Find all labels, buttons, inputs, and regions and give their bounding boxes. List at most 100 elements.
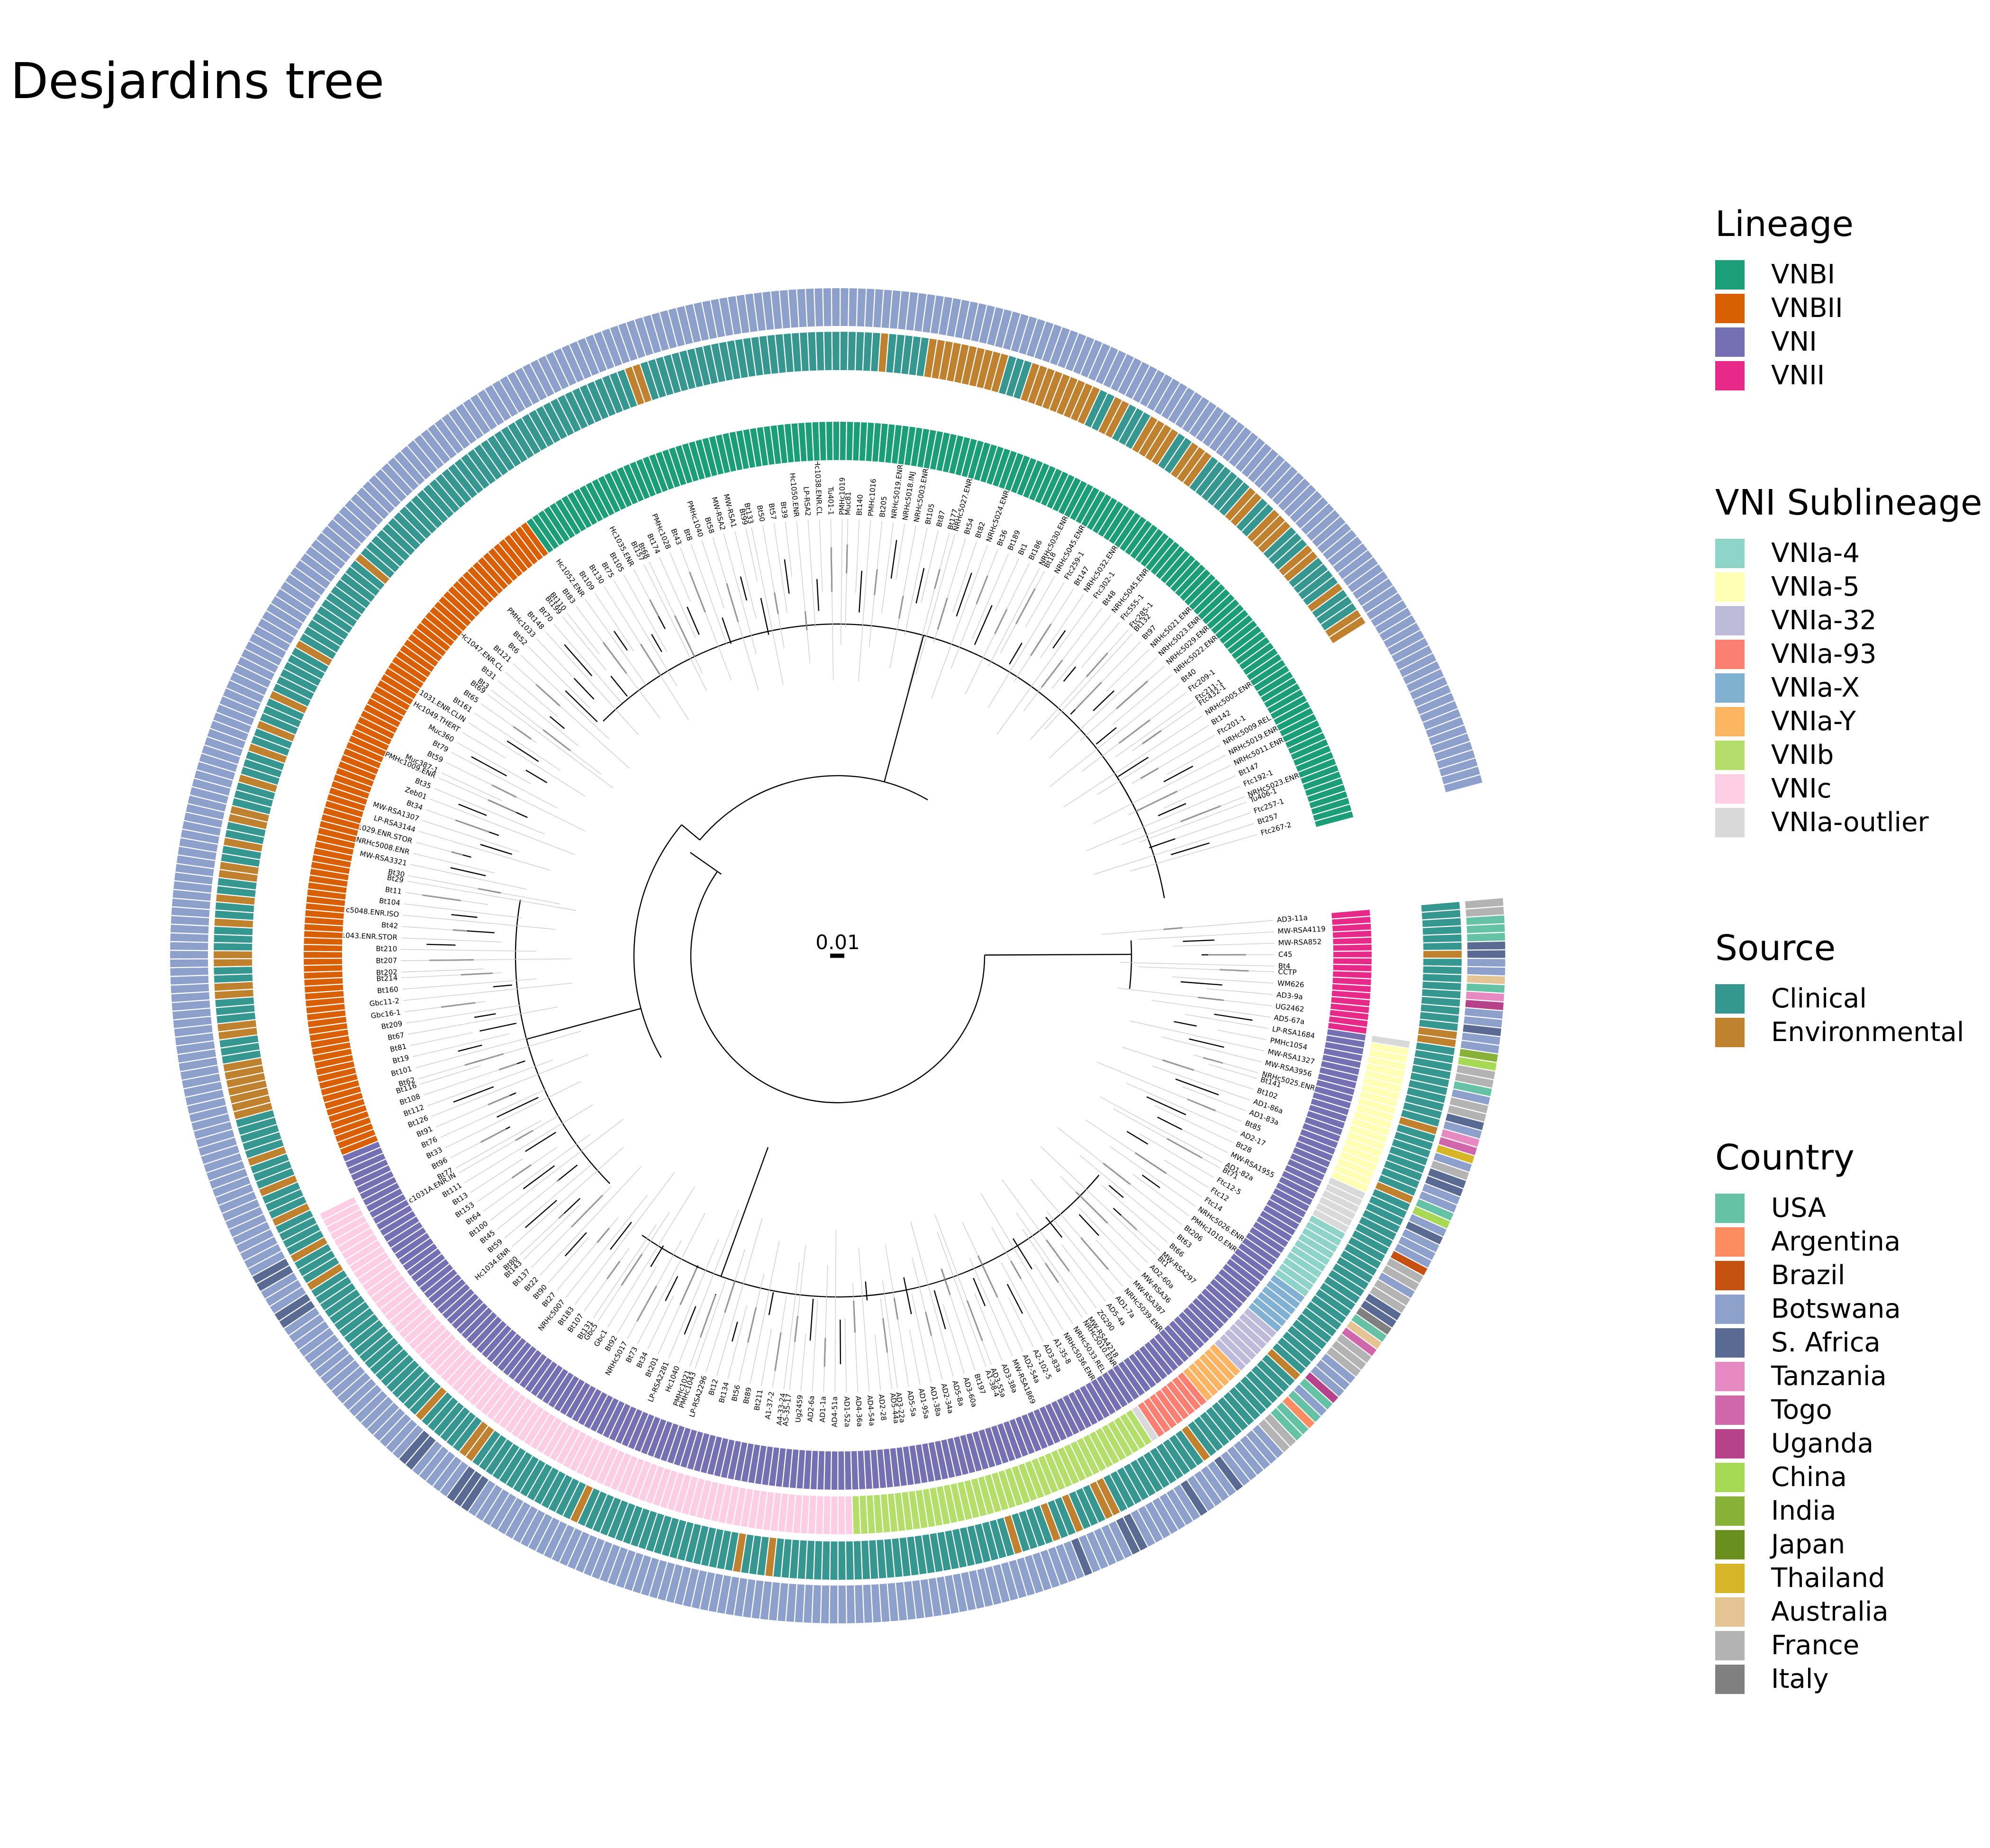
ring-cell bbox=[169, 941, 209, 951]
ring-cell bbox=[1332, 943, 1373, 952]
tip-guide-line bbox=[972, 553, 1009, 640]
tip-guide-line bbox=[845, 519, 849, 628]
tip-label: Bt4 bbox=[1278, 962, 1290, 971]
tip-label: MW-RSA852 bbox=[1278, 937, 1321, 947]
tip-guide-line bbox=[1080, 1155, 1175, 1234]
legend-label: VNIa-5 bbox=[1771, 571, 1860, 602]
ring-cell bbox=[1442, 773, 1484, 794]
tip-guide-line bbox=[745, 528, 758, 582]
ring-cell bbox=[839, 287, 850, 327]
tip-guide-line bbox=[783, 1262, 800, 1390]
ring-cell bbox=[829, 1540, 839, 1581]
legend-swatch bbox=[1715, 740, 1745, 770]
vnbii-arc bbox=[515, 899, 611, 1184]
leaf-branch bbox=[451, 914, 478, 918]
ring-cell bbox=[837, 1584, 848, 1625]
legend-swatch bbox=[1715, 1462, 1745, 1492]
tip-guide-line bbox=[881, 522, 894, 613]
legend-swatch bbox=[1715, 707, 1745, 736]
tip-label: Bt67 bbox=[387, 1031, 405, 1042]
ring-cell bbox=[1466, 958, 1507, 968]
legend-lineage: Lineage VNBI VNBII VNI VNII bbox=[1715, 204, 1854, 392]
legend-item: VNIa-Y bbox=[1715, 705, 1982, 738]
legend-swatch bbox=[1715, 361, 1745, 390]
tip-guide-line bbox=[458, 1115, 559, 1174]
legend-label: China bbox=[1771, 1462, 1847, 1493]
tip-guide-line bbox=[669, 552, 691, 602]
tip-guide-line bbox=[498, 680, 579, 747]
tip-guide-line bbox=[464, 1104, 593, 1183]
tip-guide-line bbox=[658, 1268, 697, 1354]
tip-guide-line bbox=[738, 1273, 765, 1382]
tip-label: AD4-51a bbox=[830, 1396, 839, 1427]
legend-label: VNI bbox=[1771, 326, 1817, 357]
legend-item: VNIa-outlier bbox=[1715, 806, 1982, 839]
leaf-branch bbox=[740, 576, 748, 601]
tip-label: Bt29 bbox=[386, 873, 404, 885]
tip-guide-line bbox=[1049, 657, 1158, 759]
tip-guide-line bbox=[1085, 1119, 1203, 1197]
tip-guide-line bbox=[1023, 607, 1103, 711]
tip-label: C45 bbox=[1278, 950, 1293, 959]
vnbii-stem bbox=[526, 1008, 642, 1040]
ring-cell bbox=[169, 950, 209, 960]
leaf-branch bbox=[1141, 1174, 1160, 1188]
legend-title: VNI Sublineage bbox=[1715, 482, 1982, 523]
tip-label: Bt140 bbox=[855, 494, 864, 516]
leaf-branch bbox=[610, 1222, 632, 1250]
tip-guide-line bbox=[950, 549, 998, 669]
tip-guide-line bbox=[1120, 962, 1275, 967]
legend-item: India bbox=[1715, 1494, 1901, 1528]
tip-guide-line bbox=[668, 1239, 719, 1359]
legend-swatch bbox=[1715, 1563, 1745, 1593]
tip-guide-line bbox=[613, 580, 678, 687]
leaf-branch bbox=[974, 605, 993, 645]
legend-swatch bbox=[1715, 1631, 1745, 1660]
tip-guide-line bbox=[594, 592, 634, 652]
scale-bar-label: 0.01 bbox=[815, 931, 860, 954]
tip-guide-line bbox=[1030, 629, 1129, 740]
leaf-branch bbox=[1171, 842, 1210, 855]
tip-guide-line bbox=[490, 689, 602, 775]
leaf-branch bbox=[480, 843, 512, 855]
tip-guide-line bbox=[962, 1222, 1023, 1352]
legend-label: Argentina bbox=[1771, 1226, 1901, 1257]
tip-guide-line bbox=[690, 544, 727, 645]
ring-cell bbox=[854, 1584, 865, 1624]
leaf-branch bbox=[426, 943, 456, 946]
tip-guide-line bbox=[880, 1298, 893, 1389]
vnb-arc bbox=[633, 824, 682, 1058]
tip-guide-line bbox=[647, 1295, 674, 1350]
tip-guide-line bbox=[406, 1005, 522, 1024]
tip-guide-line bbox=[882, 1280, 898, 1389]
legend-item: VNII bbox=[1715, 359, 1854, 392]
leaf-branch bbox=[840, 1319, 841, 1365]
tip-label: Bt81 bbox=[389, 1042, 407, 1054]
tip-guide-line bbox=[427, 1060, 553, 1106]
tip-guide-line bbox=[1167, 744, 1221, 775]
tip-guide-line bbox=[1057, 1127, 1182, 1225]
tip-guide-line bbox=[1094, 823, 1255, 875]
leaf-branch bbox=[493, 984, 512, 987]
tip-guide-line bbox=[1075, 641, 1141, 710]
tip-guide-line bbox=[889, 525, 916, 669]
legend-items: VNBI VNBII VNI VNII bbox=[1715, 258, 1854, 392]
tip-guide-line bbox=[904, 528, 928, 635]
tip-guide-line bbox=[1151, 1000, 1270, 1018]
tip-guide-line bbox=[885, 1244, 909, 1387]
tip-label: A1-37-2 bbox=[763, 1391, 776, 1420]
tip-guide-line bbox=[1013, 588, 1075, 682]
tip-guide-line bbox=[1139, 1133, 1214, 1178]
legend-item: VNIa-32 bbox=[1715, 604, 1982, 637]
tip-guide-line bbox=[455, 1120, 542, 1169]
leaf-branch bbox=[784, 559, 790, 594]
legend-label: Togo bbox=[1771, 1395, 1832, 1425]
tip-guide-line bbox=[566, 612, 600, 654]
lineage-ring bbox=[302, 420, 1373, 1491]
tip-guide-line bbox=[1138, 932, 1274, 940]
tip-guide-line bbox=[1182, 1129, 1228, 1153]
tip-guide-line bbox=[585, 599, 646, 686]
legend-label: Tanzania bbox=[1771, 1361, 1887, 1392]
tip-guide-line bbox=[607, 1186, 695, 1328]
